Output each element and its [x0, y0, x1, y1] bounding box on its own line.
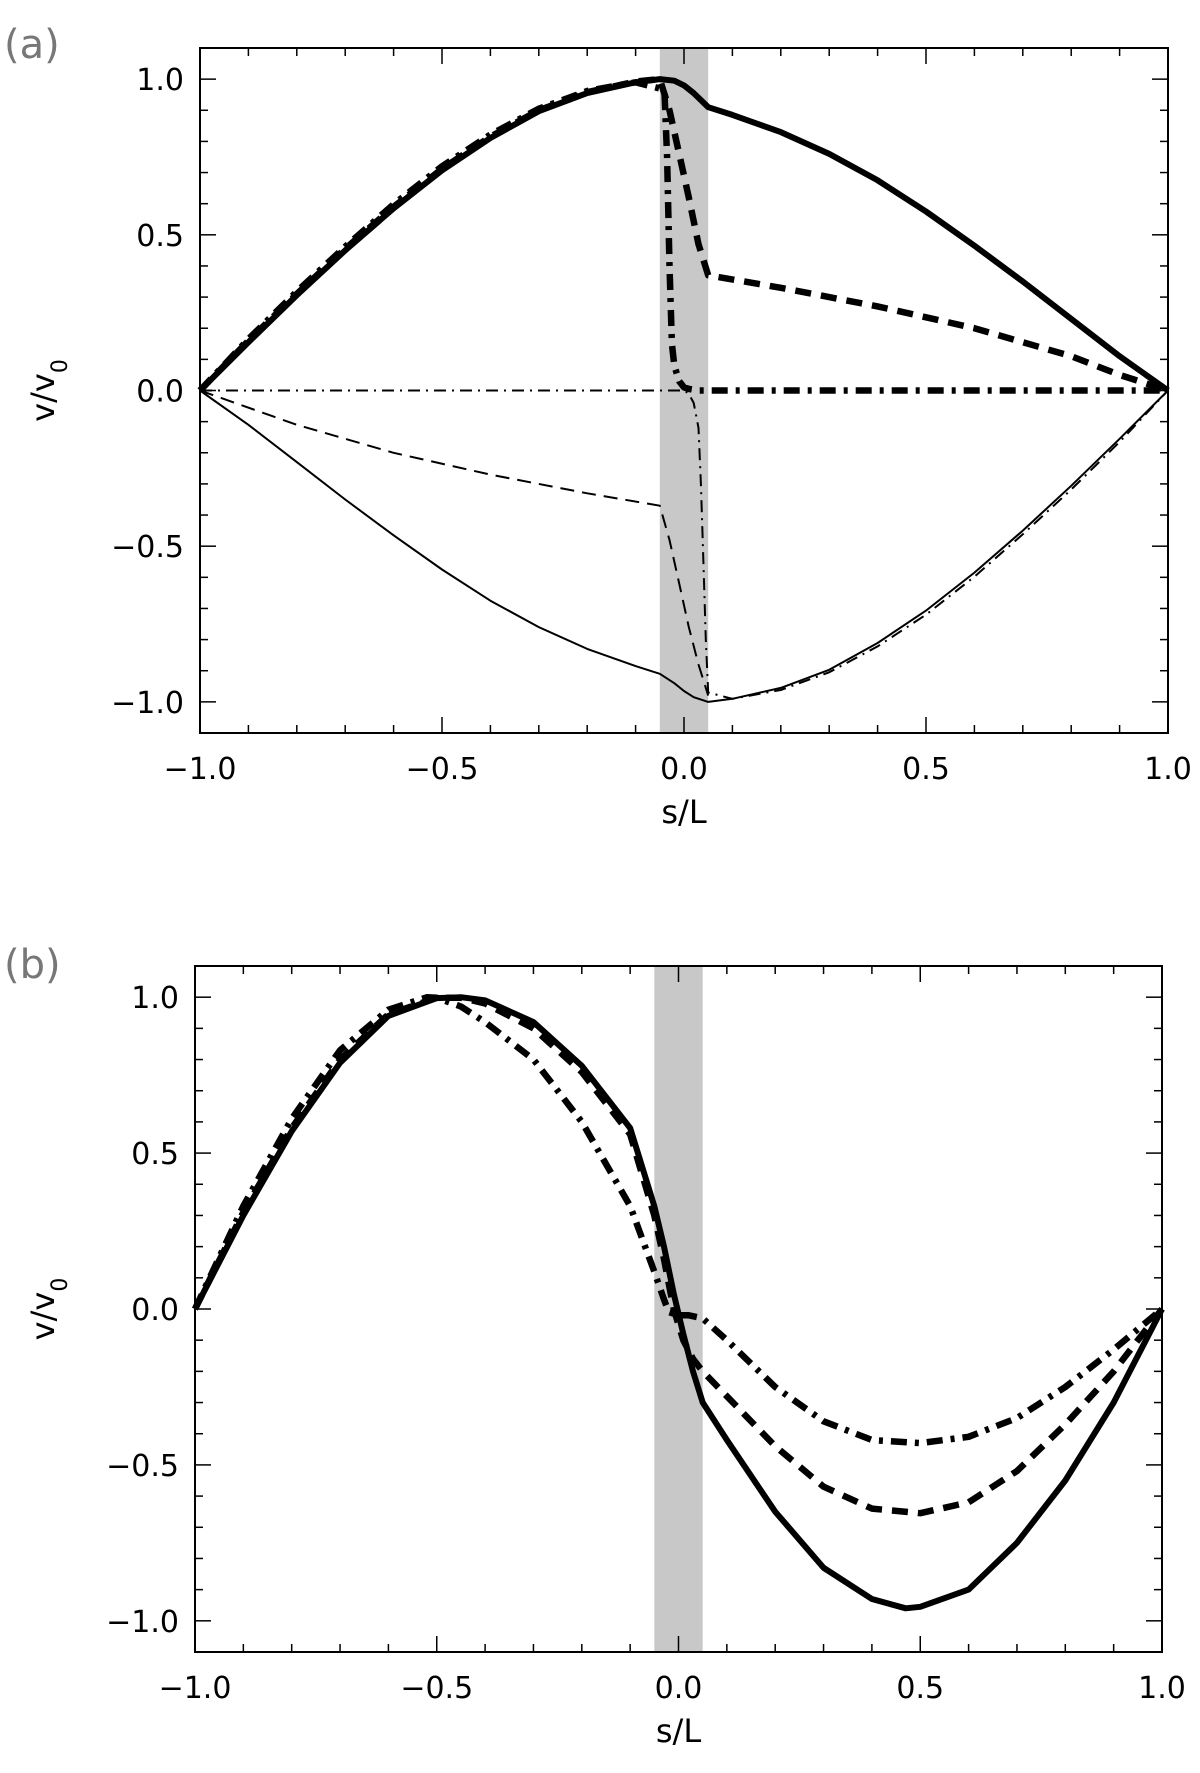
y-tick-label: 1.0	[136, 63, 184, 98]
series-line-dashed-thick	[192, 994, 1165, 1517]
y-tick-label: 0.0	[131, 1293, 179, 1328]
x-tick-label: 1.0	[1144, 752, 1192, 787]
x-tick-label: 0.0	[655, 1671, 703, 1706]
y-tick-label: −1.0	[111, 686, 184, 721]
panel-b: −1.0 −0.5 0.0 0.5 1.0 −1.0 −0.5 0.0 0.5 1.0 s/L v/v…	[4, 942, 1186, 1750]
series-line-solid-thin	[199, 389, 1169, 703]
y-tick-label: −0.5	[111, 530, 184, 565]
y-tick-label: −0.5	[106, 1449, 179, 1484]
series-line-dashdot-thin	[200, 389, 1169, 700]
panel-label: (a)	[4, 22, 60, 68]
x-tick-label: −0.5	[406, 752, 479, 787]
y-tick-label: 0.5	[136, 219, 184, 254]
x-axis-label: s/L	[656, 1712, 701, 1750]
x-tick-label: 0.5	[902, 752, 950, 787]
y-tick-label: −1.0	[106, 1605, 179, 1640]
y-axis-label: v/v0	[24, 1278, 73, 1341]
panel-a: −1.0 −0.5 0.0 0.5 1.0 −1.0 −0.5 0.0 0.5 1.0 s/L v/v…	[4, 22, 1192, 831]
y-tick-label: 0.0	[136, 375, 184, 410]
x-axis-label: s/L	[661, 793, 706, 831]
series-line-dashdot-thick	[197, 79, 1168, 394]
x-tick-label: 0.5	[896, 1671, 944, 1706]
y-axis-label: v/v0	[24, 359, 73, 422]
y-axis-label-subscript: 0	[48, 1278, 73, 1292]
y-tick-label: 1.0	[131, 981, 179, 1016]
x-tick-label: 1.0	[1138, 1671, 1186, 1706]
x-tick-label: 0.0	[660, 752, 708, 787]
series-line-dashed-thin	[199, 389, 710, 696]
y-axis-label-subscript: 0	[48, 359, 73, 373]
y-axis-label-base: v/v	[24, 373, 62, 422]
x-tick-label: −0.5	[400, 1671, 473, 1706]
x-tick-label: −1.0	[164, 752, 237, 787]
x-tick-label: −1.0	[159, 1671, 232, 1706]
y-tick-label: 0.5	[131, 1137, 179, 1172]
y-axis-label-base: v/v	[24, 1292, 62, 1341]
panel-label: (b)	[4, 942, 61, 988]
